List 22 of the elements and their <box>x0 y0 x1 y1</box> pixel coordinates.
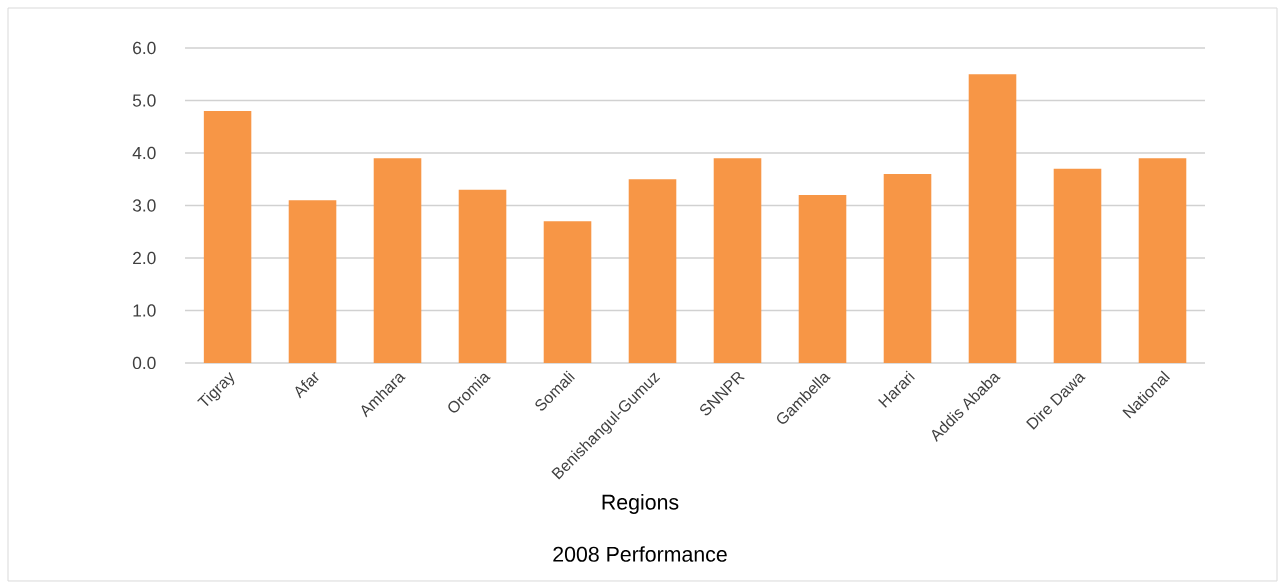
bar <box>968 74 1017 363</box>
y-tick-label: 1.0 <box>133 304 156 317</box>
bar <box>203 111 252 363</box>
bar <box>288 200 337 363</box>
bar <box>628 179 677 363</box>
bar <box>798 195 847 363</box>
y-tick-label: 0.0 <box>132 356 156 370</box>
y-tick-label: 6.0 <box>133 41 156 55</box>
bar <box>883 174 932 363</box>
x-axis-title: Regions <box>602 494 679 514</box>
x-tick-label: Afar <box>295 372 319 399</box>
y-tick-label: 4.0 <box>132 146 156 160</box>
y-tick-label: 2.0 <box>133 251 156 265</box>
y-tick-label: 3.0 <box>132 199 156 212</box>
bar <box>1138 158 1187 363</box>
bar <box>543 221 592 363</box>
bar <box>373 158 422 363</box>
bar <box>458 189 507 363</box>
bar <box>1053 168 1102 363</box>
text: 2008 Performance <box>553 546 727 562</box>
y-tick-label: 5.0 <box>132 94 156 107</box>
bar <box>713 158 762 363</box>
